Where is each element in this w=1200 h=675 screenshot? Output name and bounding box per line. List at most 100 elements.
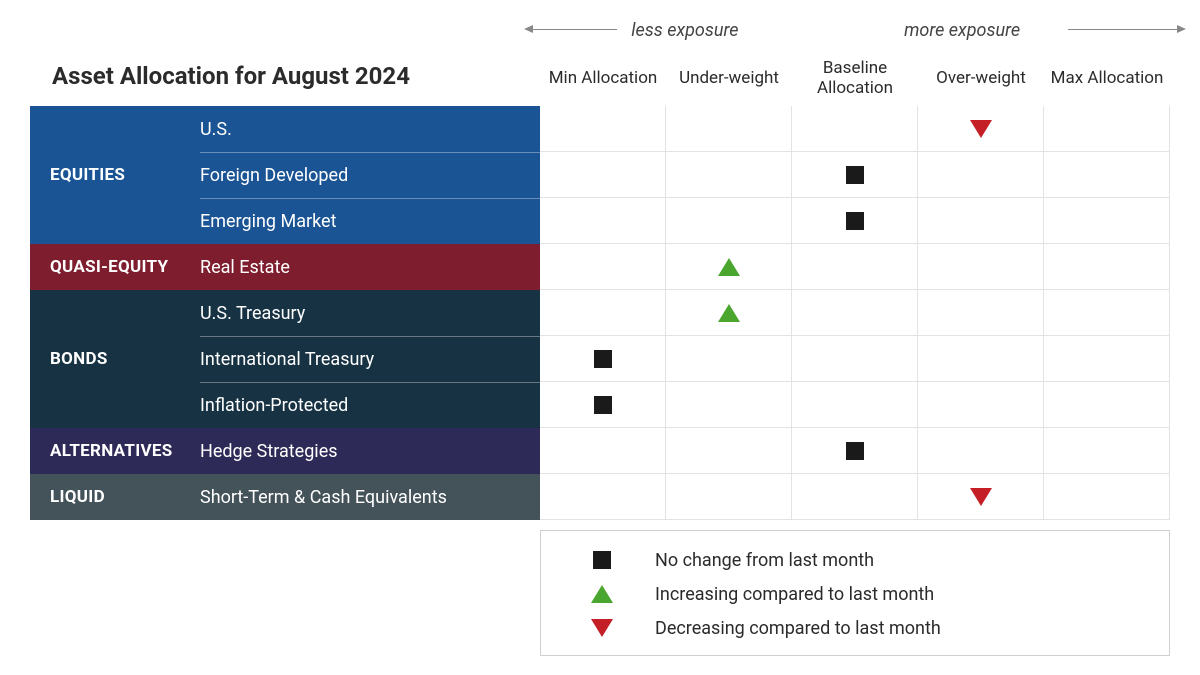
- allocation-cell: [918, 428, 1044, 474]
- allocation-cell: [540, 290, 666, 336]
- triangle-up-icon: [591, 585, 613, 603]
- exposure-header: less exposure more exposure: [540, 20, 1170, 48]
- category-cell: ALTERNATIVES: [30, 428, 190, 474]
- allocation-cell: [792, 244, 918, 290]
- legend-text: No change from last month: [655, 550, 874, 571]
- allocation-cell: [792, 474, 918, 520]
- table-row: QUASI-EQUITYReal Estate: [30, 244, 1170, 290]
- allocation-cell: [918, 290, 1044, 336]
- table-row: U.S.: [30, 106, 1170, 152]
- allocation-cell: [918, 198, 1044, 244]
- page-title: Asset Allocation for August 2024: [30, 52, 540, 106]
- square-icon: [593, 551, 611, 569]
- subcategory-cell: Real Estate: [190, 244, 540, 290]
- allocation-cell: [666, 382, 792, 428]
- allocation-cell: [1044, 198, 1170, 244]
- col-head-min: Min Allocation: [540, 52, 666, 106]
- legend: No change from last month Increasing comp…: [540, 530, 1170, 656]
- allocation-cell: [666, 474, 792, 520]
- allocation-cell: [792, 428, 918, 474]
- table-row: Inflation-Protected: [30, 382, 1170, 428]
- allocation-cell: [918, 336, 1044, 382]
- square-icon: [846, 212, 864, 230]
- allocation-cell: [540, 198, 666, 244]
- triangle-up-icon: [718, 304, 740, 322]
- allocation-cell: [1044, 290, 1170, 336]
- subcategory-cell: Short-Term & Cash Equivalents: [190, 474, 540, 520]
- category-cell: QUASI-EQUITY: [30, 244, 190, 290]
- subcategory-cell: Foreign Developed: [190, 152, 540, 198]
- allocation-cell: [918, 382, 1044, 428]
- allocation-cell: [918, 106, 1044, 152]
- subcategory-cell: Hedge Strategies: [190, 428, 540, 474]
- col-head-baseline: Baseline Allocation: [792, 52, 918, 106]
- allocation-cell: [666, 106, 792, 152]
- allocation-cell: [666, 336, 792, 382]
- allocation-cell: [666, 290, 792, 336]
- triangle-down-icon: [970, 488, 992, 506]
- allocation-cell: [1044, 152, 1170, 198]
- allocation-cell: [666, 198, 792, 244]
- category-cell: LIQUID: [30, 474, 190, 520]
- arrow-left-icon: [532, 29, 617, 30]
- legend-text: Increasing compared to last month: [655, 584, 934, 605]
- allocation-cell: [540, 106, 666, 152]
- allocation-cell: [792, 382, 918, 428]
- square-icon: [594, 396, 612, 414]
- category-cell: [30, 290, 190, 336]
- subcategory-cell: International Treasury: [190, 336, 540, 382]
- square-icon: [846, 166, 864, 184]
- triangle-down-icon: [591, 619, 613, 637]
- allocation-cell: [792, 336, 918, 382]
- legend-row: No change from last month: [591, 543, 1149, 577]
- legend-text: Decreasing compared to last month: [655, 618, 941, 639]
- square-icon: [594, 350, 612, 368]
- category-cell: [30, 106, 190, 152]
- allocation-cell: [792, 290, 918, 336]
- subcategory-cell: Inflation-Protected: [190, 382, 540, 428]
- table-row: LIQUIDShort-Term & Cash Equivalents: [30, 474, 1170, 520]
- allocation-cell: [792, 198, 918, 244]
- less-exposure-label: less exposure: [631, 20, 738, 41]
- allocation-cell: [666, 152, 792, 198]
- subcategory-cell: U.S. Treasury: [190, 290, 540, 336]
- allocation-cell: [1044, 244, 1170, 290]
- legend-row: Increasing compared to last month: [591, 577, 1149, 611]
- category-cell: [30, 382, 190, 428]
- col-head-under: Under-weight: [666, 52, 792, 106]
- allocation-cell: [1044, 474, 1170, 520]
- table-row: BONDSInternational Treasury: [30, 336, 1170, 382]
- table-row: EQUITIESForeign Developed: [30, 152, 1170, 198]
- allocation-cell: [666, 244, 792, 290]
- col-head-max: Max Allocation: [1044, 52, 1170, 106]
- allocation-table: U.S.EQUITIESForeign DevelopedEmerging Ma…: [30, 106, 1170, 520]
- triangle-down-icon: [970, 120, 992, 138]
- allocation-cell: [540, 428, 666, 474]
- allocation-cell: [1044, 428, 1170, 474]
- allocation-cell: [792, 152, 918, 198]
- subcategory-cell: Emerging Market: [190, 198, 540, 244]
- more-exposure-label: more exposure: [904, 20, 1020, 41]
- allocation-cell: [1044, 336, 1170, 382]
- allocation-cell: [666, 428, 792, 474]
- table-row: Emerging Market: [30, 198, 1170, 244]
- legend-row: Decreasing compared to last month: [591, 611, 1149, 645]
- allocation-cell: [792, 106, 918, 152]
- category-cell: [30, 198, 190, 244]
- square-icon: [846, 442, 864, 460]
- allocation-cell: [918, 474, 1044, 520]
- allocation-cell: [540, 244, 666, 290]
- allocation-cell: [918, 244, 1044, 290]
- subcategory-cell: U.S.: [190, 106, 540, 152]
- category-cell: BONDS: [30, 336, 190, 382]
- allocation-cell: [1044, 382, 1170, 428]
- category-cell: EQUITIES: [30, 152, 190, 198]
- table-row: U.S. Treasury: [30, 290, 1170, 336]
- table-row: ALTERNATIVESHedge Strategies: [30, 428, 1170, 474]
- allocation-cell: [540, 336, 666, 382]
- arrow-right-icon: [1068, 29, 1178, 30]
- allocation-cell: [1044, 106, 1170, 152]
- allocation-cell: [540, 382, 666, 428]
- allocation-cell: [540, 152, 666, 198]
- allocation-cell: [540, 474, 666, 520]
